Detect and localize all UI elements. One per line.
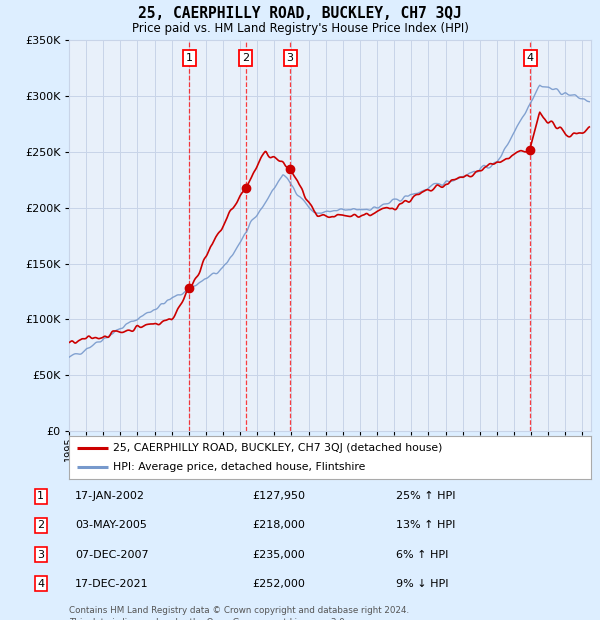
Text: 3: 3	[37, 549, 44, 560]
Text: 25, CAERPHILLY ROAD, BUCKLEY, CH7 3QJ: 25, CAERPHILLY ROAD, BUCKLEY, CH7 3QJ	[138, 6, 462, 21]
Text: 25, CAERPHILLY ROAD, BUCKLEY, CH7 3QJ (detached house): 25, CAERPHILLY ROAD, BUCKLEY, CH7 3QJ (d…	[113, 443, 443, 453]
Text: 17-DEC-2021: 17-DEC-2021	[75, 578, 149, 589]
Text: Price paid vs. HM Land Registry's House Price Index (HPI): Price paid vs. HM Land Registry's House …	[131, 22, 469, 35]
Text: 2: 2	[37, 520, 44, 531]
Text: 13% ↑ HPI: 13% ↑ HPI	[396, 520, 455, 531]
Text: £252,000: £252,000	[252, 578, 305, 589]
Text: Contains HM Land Registry data © Crown copyright and database right 2024.: Contains HM Land Registry data © Crown c…	[69, 606, 409, 615]
Text: 1: 1	[37, 491, 44, 502]
Text: 25% ↑ HPI: 25% ↑ HPI	[396, 491, 455, 502]
Text: 1: 1	[186, 53, 193, 63]
Text: 03-MAY-2005: 03-MAY-2005	[75, 520, 147, 531]
Text: 17-JAN-2002: 17-JAN-2002	[75, 491, 145, 502]
Text: 4: 4	[527, 53, 534, 63]
Text: 2: 2	[242, 53, 250, 63]
Text: £127,950: £127,950	[252, 491, 305, 502]
Text: This data is licensed under the Open Government Licence v3.0.: This data is licensed under the Open Gov…	[69, 618, 347, 620]
Text: 3: 3	[287, 53, 293, 63]
Text: 9% ↓ HPI: 9% ↓ HPI	[396, 578, 449, 589]
Text: £218,000: £218,000	[252, 520, 305, 531]
Text: £235,000: £235,000	[252, 549, 305, 560]
Text: 6% ↑ HPI: 6% ↑ HPI	[396, 549, 448, 560]
Text: 4: 4	[37, 578, 44, 589]
Text: HPI: Average price, detached house, Flintshire: HPI: Average price, detached house, Flin…	[113, 463, 366, 472]
Text: 07-DEC-2007: 07-DEC-2007	[75, 549, 149, 560]
